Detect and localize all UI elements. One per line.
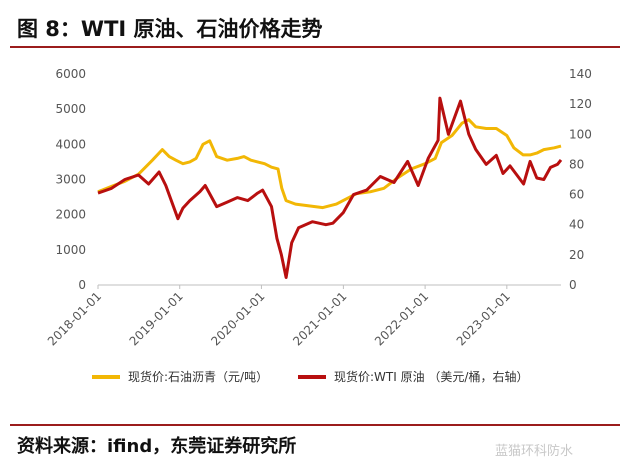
y2-tick-label: 40 — [569, 218, 584, 232]
x-tick-label: 2021-01-01 — [290, 289, 349, 348]
y2-tick-label: 100 — [569, 127, 592, 141]
series-line-1 — [97, 118, 562, 210]
x-tick-label: 2020-01-01 — [208, 289, 267, 348]
x-tick-label: 2022-01-01 — [372, 289, 431, 348]
watermark: 蓝猫环科防水 — [495, 444, 574, 459]
x-tick-label: 2018-01-01 — [45, 289, 104, 348]
legend: 现货价:石油沥青（元/吨） 现货价:WTI 原油 （美元/桶，右轴） — [92, 369, 528, 384]
y2-tick-label: 0 — [569, 278, 577, 292]
line-chart: 0 1000 2000 3000 4000 5000 6000 0 20 40 60 80 100 12… — [45, 67, 592, 384]
source-note: 资料来源：ifind，东莞证券研究所 — [17, 436, 297, 457]
x-tick-label: 2023-01-01 — [454, 289, 513, 348]
legend-label-1: 现货价:石油沥青（元/吨） — [128, 369, 268, 384]
y2-tick-label: 80 — [569, 157, 584, 171]
y2-tick-label: 60 — [569, 188, 584, 202]
y-tick-label: 1000 — [55, 243, 86, 257]
y2-tick-label: 20 — [569, 248, 584, 262]
y2-tick-label: 120 — [569, 97, 592, 111]
right-axis-ticks: 0 20 40 60 80 100 120 140 — [569, 67, 592, 292]
chart-title: 图 8：WTI 原油、石油价格走势 — [17, 17, 323, 41]
footer-divider — [10, 424, 620, 426]
y-tick-label: 0 — [78, 278, 86, 292]
y-tick-label: 2000 — [55, 208, 86, 222]
y-tick-label: 5000 — [55, 102, 86, 116]
y-tick-label: 3000 — [55, 173, 86, 187]
y-tick-label: 4000 — [55, 137, 86, 151]
x-tick-label: 2019-01-01 — [127, 289, 186, 348]
legend-label-2: 现货价:WTI 原油 （美元/桶，右轴） — [334, 369, 528, 384]
series-layer — [97, 96, 563, 279]
y2-tick-label: 140 — [569, 67, 592, 81]
left-axis-ticks: 0 1000 2000 3000 4000 5000 6000 — [55, 67, 86, 292]
title-divider — [10, 46, 620, 48]
x-axis-ticks: 2018-01-01 2019-01-01 2020-01-01 2021-01-01… — [45, 285, 513, 348]
series-line-2 — [97, 96, 563, 279]
y-tick-label: 6000 — [55, 67, 86, 81]
